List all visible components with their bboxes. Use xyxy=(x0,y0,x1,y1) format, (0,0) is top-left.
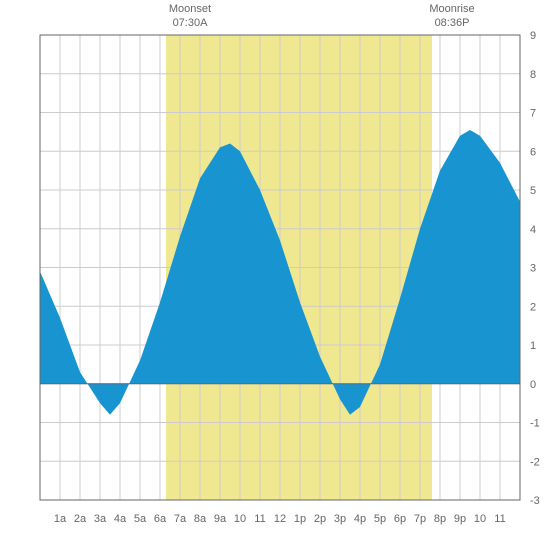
x-tick-label: 9a xyxy=(214,513,227,525)
moonrise-title: Moonrise xyxy=(422,2,482,16)
tide-chart: 1a2a3a4a5a6a7a8a9a1011121p2p3p4p5p6p7p8p… xyxy=(0,0,550,550)
y-tick-label: 3 xyxy=(530,263,536,275)
x-tick-label: 10 xyxy=(234,513,246,525)
moonset-annotation: Moonset07:30A xyxy=(160,2,220,31)
y-tick-label: 2 xyxy=(530,301,536,313)
x-tick-label: 2p xyxy=(314,513,326,525)
x-tick-label: 6p xyxy=(394,513,406,525)
x-tick-label: 1p xyxy=(294,513,306,525)
moonrise-time: 08:36P xyxy=(422,16,482,30)
x-tick-label: 7a xyxy=(174,513,187,525)
moonset-time: 07:30A xyxy=(160,16,220,30)
y-tick-label: 9 xyxy=(530,30,536,42)
x-tick-label: 4p xyxy=(354,513,366,525)
x-tick-label: 4a xyxy=(114,513,127,525)
x-tick-label: 3a xyxy=(94,513,107,525)
y-tick-label: 5 xyxy=(530,185,536,197)
moonrise-annotation: Moonrise08:36P xyxy=(422,2,482,31)
x-tick-label: 7p xyxy=(414,513,426,525)
x-tick-label: 12 xyxy=(274,513,286,525)
x-tick-label: 3p xyxy=(334,513,346,525)
x-tick-label: 8a xyxy=(194,513,207,525)
y-tick-label: 4 xyxy=(530,224,536,236)
y-tick-label: -2 xyxy=(530,456,540,468)
x-tick-label: 2a xyxy=(74,513,87,525)
y-tick-label: 8 xyxy=(530,69,536,81)
y-tick-label: -1 xyxy=(530,418,540,430)
x-tick-label: 8p xyxy=(434,513,446,525)
y-tick-label: 6 xyxy=(530,146,536,158)
x-tick-label: 5p xyxy=(374,513,386,525)
y-tick-label: 0 xyxy=(530,379,536,391)
y-tick-label: -3 xyxy=(530,495,540,507)
moonset-title: Moonset xyxy=(160,2,220,16)
x-tick-label: 6a xyxy=(154,513,167,525)
x-tick-label: 5a xyxy=(134,513,147,525)
x-tick-label: 11 xyxy=(494,513,505,525)
x-tick-label: 1a xyxy=(54,513,67,525)
y-tick-label: 1 xyxy=(530,340,536,352)
x-tick-label: 9p xyxy=(454,513,466,525)
chart-svg: 1a2a3a4a5a6a7a8a9a1011121p2p3p4p5p6p7p8p… xyxy=(0,0,550,550)
x-tick-label: 11 xyxy=(254,513,265,525)
x-tick-label: 10 xyxy=(474,513,486,525)
y-tick-label: 7 xyxy=(530,108,536,120)
